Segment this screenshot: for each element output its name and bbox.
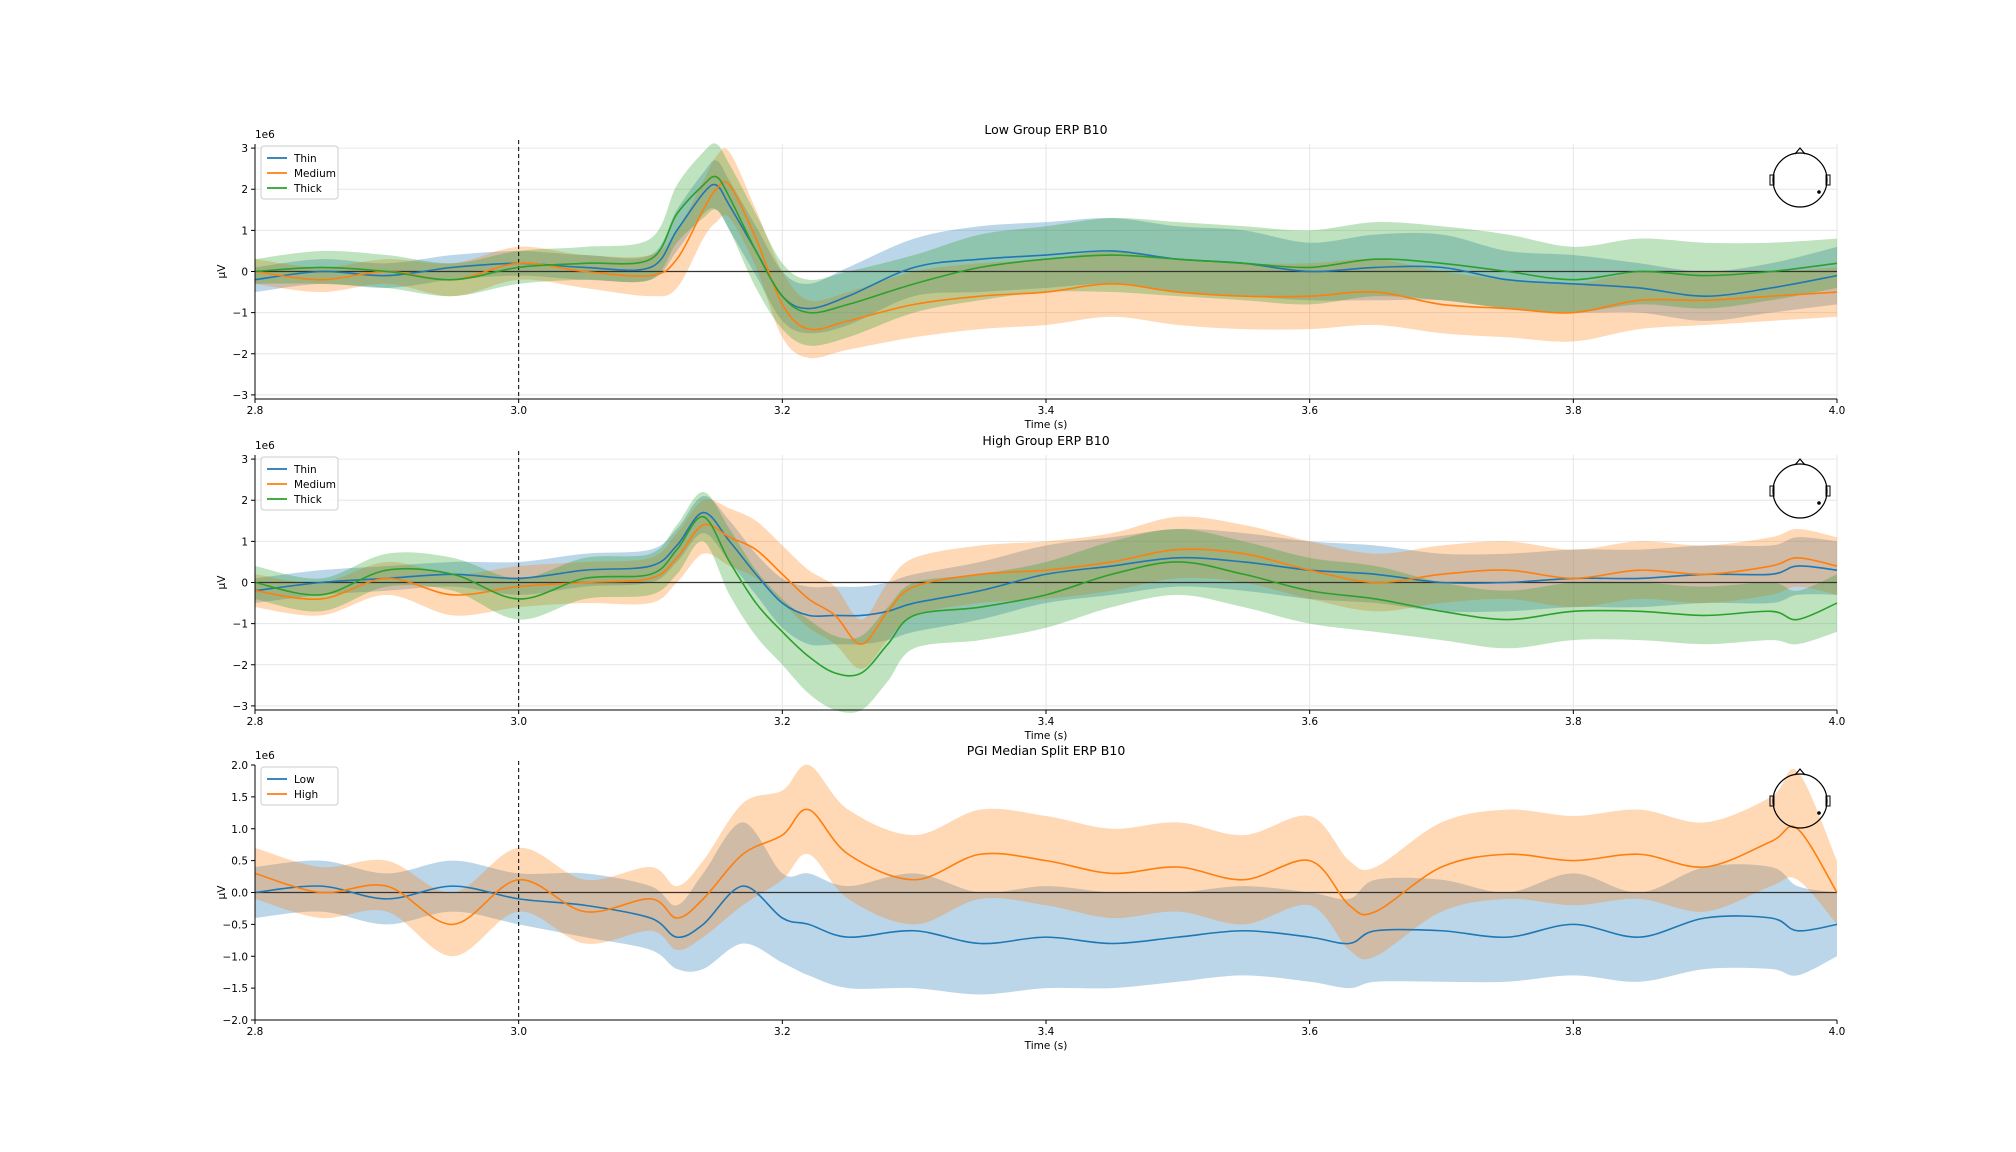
legend: Thin Medium Thick: [260, 145, 339, 200]
series-line-thick: [254, 515, 1838, 677]
y-offset-text: 1e6: [255, 440, 275, 452]
x-tick-label: 3.8: [1565, 716, 1582, 728]
y-tick-label: 3: [241, 143, 248, 155]
panel-3: 2.8 3.0 3.2 3.4 3.6 3.8 4.0 2.0 1.5 1.0 0.5 0.0 −0.5…: [216, 743, 1845, 1052]
x-tick-label: 4.0: [1829, 405, 1846, 417]
y-tick-label: −1: [233, 619, 248, 631]
x-tick-label: 2.8: [247, 1026, 264, 1038]
x-tick-label: 2.8: [247, 716, 264, 728]
x-axis-label: Time (s): [1024, 419, 1068, 431]
y-tick-label: 1: [241, 536, 248, 548]
y-tick-label: 1.0: [231, 824, 248, 836]
y-tick-label: −2.0: [223, 1015, 249, 1027]
y-tick-label: 3: [241, 454, 248, 466]
x-tick-label: 3.6: [1301, 716, 1318, 728]
x-tick-label: 3.4: [1038, 405, 1055, 417]
legend-box: [260, 766, 339, 806]
y-tick-label: 0: [241, 267, 248, 279]
legend: Low High: [260, 766, 339, 806]
ci-band-medium: [255, 499, 1837, 669]
topomap-head-icon: [1769, 768, 1831, 829]
ci-band-thick: [255, 143, 1837, 346]
legend-label-thick: Thick: [293, 183, 323, 195]
y-tick-label: −1.0: [223, 951, 249, 963]
y-tick-label: −2: [233, 349, 248, 361]
legend-label-thin: Thin: [293, 153, 317, 165]
x-tick-label: 2.8: [247, 405, 264, 417]
y-tick-label: 2: [241, 495, 248, 507]
x-tick-label: 3.2: [774, 716, 791, 728]
ci-band-high: [255, 764, 1837, 960]
x-tick-label: 3.2: [774, 1026, 791, 1038]
y-tick-label: 1: [241, 225, 248, 237]
topomap-head-icon: [1769, 458, 1831, 519]
y-tick-label: 1.5: [231, 792, 248, 804]
panel-title: Low Group ERP B10: [984, 122, 1107, 137]
x-tick-label: 3.8: [1565, 405, 1582, 417]
series-line-thin: [254, 183, 1838, 310]
y-tick-label: 2.0: [231, 760, 248, 772]
ci-band-thick: [255, 492, 1837, 713]
legend-label-medium: Medium: [294, 168, 336, 180]
y-tick-label: 0.0: [231, 888, 248, 900]
ci-band-low: [255, 822, 1837, 995]
ci-band-thin: [255, 160, 1837, 334]
legend-label-high: High: [294, 789, 318, 801]
legend: Thin Medium Thick: [260, 456, 339, 511]
y-axis-label: µV: [216, 575, 228, 590]
y-tick-label: −3: [233, 701, 248, 713]
series-line-high: [254, 808, 1838, 926]
x-axis-label: Time (s): [1024, 1040, 1068, 1052]
series-line-medium: [254, 523, 1838, 645]
x-tick-label: 3.4: [1038, 716, 1055, 728]
x-tick-label: 3.6: [1301, 1026, 1318, 1038]
legend-label-thin: Thin: [293, 464, 317, 476]
panel-title: PGI Median Split ERP B10: [967, 743, 1126, 758]
x-tick-label: 4.0: [1829, 1026, 1846, 1038]
legend-box: [260, 456, 339, 511]
y-tick-label: −0.5: [223, 919, 249, 931]
x-axis-label: Time (s): [1024, 730, 1068, 742]
y-offset-text: 1e6: [255, 750, 275, 762]
legend-label-thick: Thick: [293, 494, 323, 506]
panel-2: 2.8 3.0 3.2 3.4 3.6 3.8 4.0 3 2 1 0 −1 −2 −3 1e6 Time (…: [216, 433, 1845, 742]
y-tick-label: −1.5: [223, 983, 249, 995]
x-tick-label: 3.0: [510, 1026, 527, 1038]
x-tick-label: 3.4: [1038, 1026, 1055, 1038]
legend-box: [260, 145, 339, 200]
x-tick-label: 4.0: [1829, 716, 1846, 728]
series-line-thick: [254, 175, 1838, 314]
legend-label-medium: Medium: [294, 479, 336, 491]
y-axis-label: µV: [216, 264, 228, 279]
y-tick-label: 0: [241, 578, 248, 590]
topomap-head-icon: [1769, 147, 1831, 208]
y-axis-label: µV: [216, 885, 228, 900]
x-tick-label: 3.0: [510, 716, 527, 728]
panel-1: 2.8 3.0 3.2 3.4 3.6 3.8 4.0 3 2 1 0 −1 −2 −3 1e6 Time (…: [216, 122, 1845, 431]
legend-label-low: Low: [294, 774, 315, 786]
y-tick-label: 0.5: [231, 856, 248, 868]
y-tick-label: 2: [241, 184, 248, 196]
panel-title: High Group ERP B10: [982, 433, 1109, 448]
x-tick-label: 3.6: [1301, 405, 1318, 417]
ci-band-medium: [255, 148, 1837, 359]
x-tick-label: 3.0: [510, 405, 527, 417]
y-tick-label: −2: [233, 660, 248, 672]
y-offset-text: 1e6: [255, 129, 275, 141]
y-tick-label: −3: [233, 390, 248, 402]
x-tick-label: 3.2: [774, 405, 791, 417]
series-line-medium: [254, 180, 1838, 331]
x-tick-label: 3.8: [1565, 1026, 1582, 1038]
y-tick-label: −1: [233, 308, 248, 320]
